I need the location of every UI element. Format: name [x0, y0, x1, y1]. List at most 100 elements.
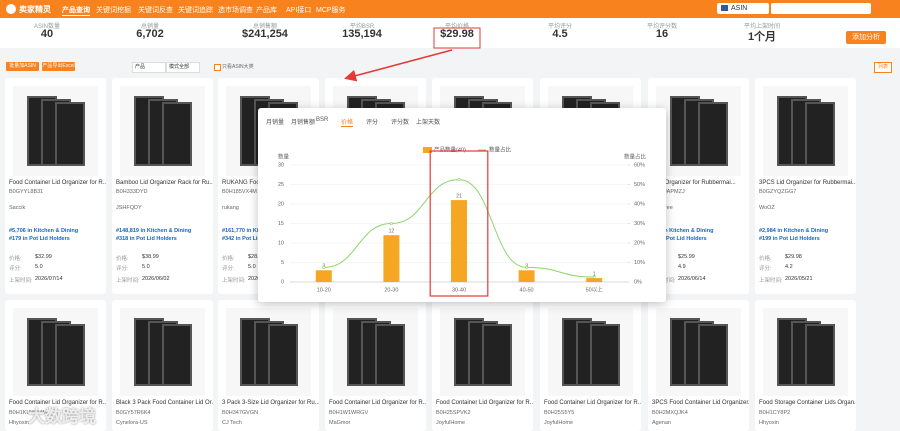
product-title[interactable]: 3PCS Food Container Lid Organizer...	[652, 400, 749, 406]
product-shape	[162, 102, 192, 166]
field-value: 2026/06/02	[142, 276, 170, 282]
product-title[interactable]: Food Container Lid Organizer for R...	[9, 400, 106, 406]
product-card: Food Container Lid Organizer for R... B0H…	[5, 300, 106, 431]
product-title[interactable]: Food Container Lid Organizer for R...	[436, 400, 533, 406]
product-asin: B0GY57R6K4	[116, 410, 151, 416]
nav-tab[interactable]: 关键词追踪	[178, 7, 213, 14]
nav-tab[interactable]: MCP服务	[316, 7, 346, 14]
checkbox[interactable]	[214, 64, 221, 71]
product-brand: WoOZ	[759, 205, 775, 211]
filter-select[interactable]: 产品	[132, 62, 166, 73]
y2-tick-label: 50%	[634, 182, 645, 188]
field-label: 价格:	[9, 256, 22, 262]
y2-axis-title: 数量占比	[624, 152, 647, 160]
y-tick-label: 5	[281, 260, 284, 266]
product-asin: B0H1CY8P2	[759, 410, 791, 416]
x-tick-label: 30-40	[452, 287, 466, 293]
product-card: 3PCS Food Container Lid Organizer... B0H2…	[648, 300, 749, 431]
product-title[interactable]: Food Container Lid Organizer for R...	[9, 180, 106, 186]
product-image	[763, 86, 848, 176]
field-value: $25.99	[678, 254, 695, 260]
popup-tab[interactable]: BSR	[316, 117, 329, 123]
popup-tab[interactable]: 月销量	[266, 120, 285, 126]
stat-label: 总销量	[140, 24, 159, 30]
field-value: $38.99	[142, 254, 159, 260]
filter-button[interactable]: 批量加ASIN	[6, 62, 39, 71]
legend-swatch	[423, 147, 432, 153]
product-title[interactable]: Black 3 Pack Food Container Lid Or...	[116, 400, 213, 406]
product-image	[440, 308, 525, 396]
x-tick-label: 40-50	[520, 287, 534, 293]
field-value: 5.0	[248, 264, 256, 270]
line-point	[592, 275, 596, 279]
product-card: Black 3 Pack Food Container Lid Or... B0G…	[112, 300, 213, 431]
product-title[interactable]: 3 Pack 3-Size Lid Organizer for Ru...	[222, 400, 319, 406]
stat-label: 平均评分	[547, 24, 572, 30]
field-label: 价格:	[222, 256, 235, 262]
nav-tab[interactable]: 产品查询	[62, 7, 90, 16]
product-image	[763, 308, 848, 396]
flag	[721, 5, 728, 11]
popup-tab[interactable]: 价格	[341, 117, 354, 127]
product-title[interactable]: Food Container Lid Organizer for R...	[329, 400, 426, 406]
field-value: $28.99	[248, 254, 265, 260]
view-toggle[interactable]: 列表	[874, 62, 892, 73]
product-card: Food Container Lid Organizer for R... B0H…	[432, 300, 533, 431]
y-tick-label: 0	[281, 279, 284, 285]
product-asin: B0H185VX4M	[222, 189, 257, 195]
search-select[interactable]: ASIN	[717, 3, 769, 14]
bsr-category: #50 in Kitchen & Dining	[652, 228, 714, 234]
product-title[interactable]: Food Container Lid Organizer for R...	[544, 400, 641, 406]
line-point	[322, 265, 326, 269]
product-card: Bamboo Lid Organizer Rack for Ru... B0H33…	[112, 78, 213, 294]
nav-tab[interactable]: 产品库	[256, 7, 277, 14]
bar	[451, 200, 467, 282]
bsr-sub: #342 in Pot Lid Holders	[222, 236, 283, 242]
chart: 数量数量占比0510152025300%10%20%30%40%50%60%31…	[278, 145, 647, 297]
filter-button[interactable]: 产品导出Excel	[42, 62, 75, 71]
bar	[315, 270, 332, 282]
stat-label: 平均评分数	[646, 24, 677, 30]
product-title[interactable]: Bamboo Lid Organizer Rack for Ru...	[116, 180, 213, 186]
popup-tab[interactable]: 上架天数	[416, 120, 441, 126]
legend-label: 数量占比	[489, 145, 512, 153]
filter-select[interactable]: 模式全部	[166, 62, 200, 73]
x-tick-label: 50以上	[586, 285, 604, 293]
search-input[interactable]	[771, 3, 871, 14]
add-button[interactable]: 添加分析	[846, 31, 886, 44]
x-tick-label: 20-30	[384, 287, 398, 293]
product-shape	[805, 324, 835, 386]
popup-tab[interactable]: 月销售额	[291, 120, 316, 126]
product-asin: B0GZYQZGG7	[759, 189, 797, 195]
product-brand: Hhyosin	[9, 420, 29, 426]
bar-value-label: 1	[593, 271, 596, 277]
nav-tab[interactable]: API接口	[286, 7, 312, 14]
product-brand: Cynelora-US	[116, 420, 148, 426]
logo-icon	[6, 4, 16, 14]
product-brand: MaGmor	[329, 420, 351, 426]
y2-tick-label: 10%	[634, 260, 645, 266]
field-value: 5.0	[142, 264, 150, 270]
product-card: Food Container Lid Organizer for R... B0H…	[540, 300, 641, 431]
product-brand: JSHFQDY	[116, 205, 142, 211]
bsr-sub: #318 in Pot Lid Holders	[116, 236, 177, 242]
bsr-category: #2,984 in Kitchen & Dining	[759, 228, 829, 234]
product-title[interactable]: 3PCS Lid Organizer for Rubbermai...	[759, 180, 856, 186]
product-image	[120, 86, 205, 176]
product-card: Food Storage Container Lids Organ... B0H1…	[755, 300, 856, 431]
popup-tab[interactable]: 评分数	[391, 120, 410, 126]
y2-tick-label: 40%	[634, 201, 645, 207]
nav-tab[interactable]: 关键词反查	[138, 7, 173, 14]
nav-tab[interactable]: 选市场调查	[218, 7, 253, 14]
field-value: 2026/06/14	[678, 276, 706, 282]
bar-value-label: 21	[456, 193, 462, 199]
nav-tab[interactable]: 关键词挖掘	[96, 7, 131, 14]
product-title[interactable]: Food Storage Container Lids Organ...	[759, 400, 856, 406]
stat-value: 40	[40, 28, 54, 40]
product-brand: Agenan	[652, 420, 671, 426]
stat-value: 6,702	[136, 28, 164, 40]
product-title[interactable]: Lids Organizer for Rubbermai...	[652, 180, 736, 186]
popup-tab[interactable]: 评分	[366, 120, 379, 126]
y-tick-label: 30	[278, 162, 284, 168]
